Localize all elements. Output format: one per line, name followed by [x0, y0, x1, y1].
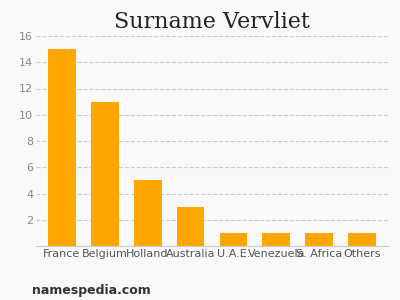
Bar: [348, 233, 376, 246]
Bar: [305, 233, 333, 246]
Text: namespedia.com: namespedia.com: [32, 284, 151, 297]
Bar: [176, 207, 204, 246]
Bar: [220, 233, 248, 246]
Bar: [262, 233, 290, 246]
Bar: [134, 180, 162, 246]
Bar: [48, 49, 76, 246]
Bar: [91, 102, 119, 246]
Title: Surname Vervliet: Surname Vervliet: [114, 11, 310, 33]
